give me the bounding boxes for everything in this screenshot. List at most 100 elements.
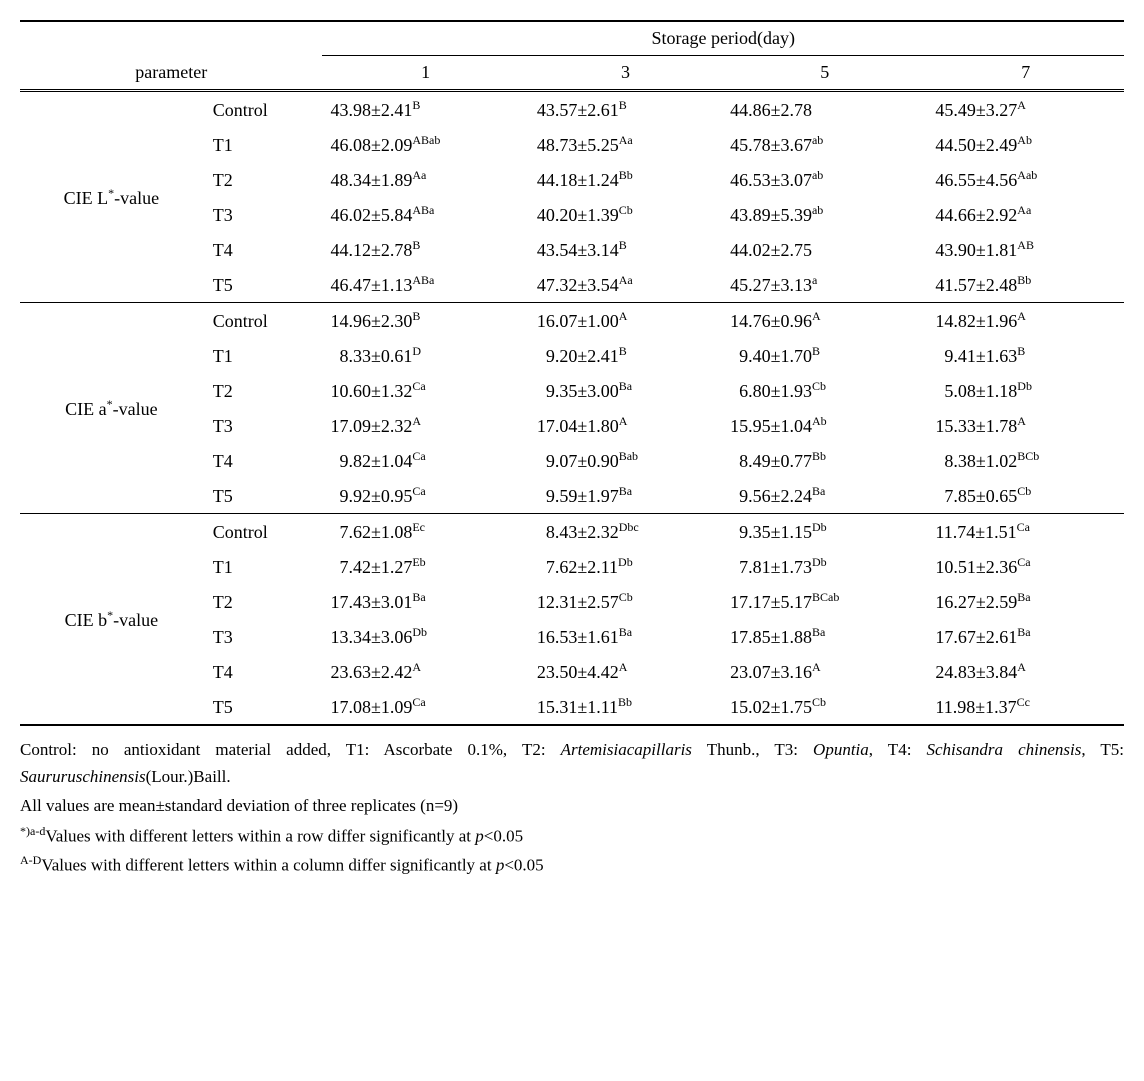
value-cell: 17.04±1.80A [529, 408, 722, 443]
value-cell: 16.07±1.00A [529, 303, 722, 339]
value-cell: 40.20±1.39Cb [529, 197, 722, 232]
value-cell: 47.32±3.54Aa [529, 267, 722, 303]
value-cell: 9.41±1.63B [927, 338, 1124, 373]
value-cell: 15.31±1.11Bb [529, 689, 722, 725]
value-cell: 43.54±3.14B [529, 232, 722, 267]
table-row: CIE b*-valueControl 7.62±1.08Ec 8.43±2.3… [20, 514, 1124, 550]
value-cell: 17.09±2.32A [322, 408, 528, 443]
treatment-cell: T3 [203, 408, 323, 443]
value-cell: 44.18±1.24Bb [529, 162, 722, 197]
value-cell: 13.34±3.06Db [322, 619, 528, 654]
day-header: 5 [722, 56, 927, 91]
value-cell: 41.57±2.48Bb [927, 267, 1124, 303]
value-cell: 9.92±0.95Ca [322, 478, 528, 514]
value-cell: 15.95±1.04Ab [722, 408, 927, 443]
value-cell: 12.31±2.57Cb [529, 584, 722, 619]
value-cell: 43.90±1.81AB [927, 232, 1124, 267]
value-cell: 46.02±5.84ABa [322, 197, 528, 232]
value-cell: 44.02±2.75 [722, 232, 927, 267]
value-cell: 43.98±2.41B [322, 91, 528, 128]
value-cell: 9.82±1.04Ca [322, 443, 528, 478]
value-cell: 7.85±0.65Cb [927, 478, 1124, 514]
value-cell: 17.08±1.09Ca [322, 689, 528, 725]
parameter-label: CIE b*-value [20, 514, 203, 726]
parameter-label: CIE a*-value [20, 303, 203, 514]
value-cell: 46.08±2.09ABab [322, 127, 528, 162]
value-cell: 24.83±3.84A [927, 654, 1124, 689]
value-cell: 9.20±2.41B [529, 338, 722, 373]
value-cell: 8.43±2.32Dbc [529, 514, 722, 550]
value-cell: 10.51±2.36Ca [927, 549, 1124, 584]
value-cell: 17.85±1.88Ba [722, 619, 927, 654]
treatment-cell: Control [203, 514, 323, 550]
value-cell: 48.73±5.25Aa [529, 127, 722, 162]
value-cell: 7.42±1.27Eb [322, 549, 528, 584]
treatment-cell: T2 [203, 584, 323, 619]
footnote-row-significance: *)a-dValues with different letters withi… [20, 822, 1124, 850]
value-cell: 7.62±2.11Db [529, 549, 722, 584]
footnote-replicates: All values are mean±standard deviation o… [20, 792, 1124, 819]
value-cell: 15.02±1.75Cb [722, 689, 927, 725]
storage-period-header: Storage period(day) [322, 21, 1124, 56]
value-cell: 17.43±3.01Ba [322, 584, 528, 619]
day-header: 3 [529, 56, 722, 91]
footnote-column-significance: A-DValues with different letters within … [20, 851, 1124, 879]
value-cell: 10.60±1.32Ca [322, 373, 528, 408]
treatment-cell: T1 [203, 338, 323, 373]
day-header: 1 [322, 56, 528, 91]
value-cell: 23.07±3.16A [722, 654, 927, 689]
footnote-treatments: Control: no antioxidant material added, … [20, 736, 1124, 790]
day-header: 7 [927, 56, 1124, 91]
value-cell: 9.40±1.70B [722, 338, 927, 373]
value-cell: 14.82±1.96A [927, 303, 1124, 339]
value-cell: 11.98±1.37Cc [927, 689, 1124, 725]
treatment-cell: T1 [203, 549, 323, 584]
value-cell: 44.12±2.78B [322, 232, 528, 267]
treatment-cell: Control [203, 91, 323, 128]
value-cell: 43.57±2.61B [529, 91, 722, 128]
parameter-label: CIE L*-value [20, 91, 203, 303]
treatment-cell: T2 [203, 373, 323, 408]
table-row: CIE a*-valueControl14.96±2.30B16.07±1.00… [20, 303, 1124, 339]
value-cell: 9.07±0.90Bab [529, 443, 722, 478]
data-table: parameter Storage period(day) 1 3 5 7 CI… [20, 20, 1124, 726]
value-cell: 17.17±5.17BCab [722, 584, 927, 619]
table-row: CIE L*-valueControl43.98±2.41B43.57±2.61… [20, 91, 1124, 128]
value-cell: 43.89±5.39ab [722, 197, 927, 232]
value-cell: 14.76±0.96A [722, 303, 927, 339]
value-cell: 16.27±2.59Ba [927, 584, 1124, 619]
value-cell: 8.38±1.02BCb [927, 443, 1124, 478]
value-cell: 9.35±1.15Db [722, 514, 927, 550]
value-cell: 15.33±1.78A [927, 408, 1124, 443]
value-cell: 44.50±2.49Ab [927, 127, 1124, 162]
value-cell: 46.55±4.56Aab [927, 162, 1124, 197]
parameter-header: parameter [20, 21, 322, 91]
value-cell: 14.96±2.30B [322, 303, 528, 339]
value-cell: 9.59±1.97Ba [529, 478, 722, 514]
treatment-cell: T3 [203, 619, 323, 654]
treatment-cell: Control [203, 303, 323, 339]
value-cell: 9.56±2.24Ba [722, 478, 927, 514]
value-cell: 8.49±0.77Bb [722, 443, 927, 478]
treatment-cell: T3 [203, 197, 323, 232]
value-cell: 7.81±1.73Db [722, 549, 927, 584]
treatment-cell: T5 [203, 478, 323, 514]
treatment-cell: T2 [203, 162, 323, 197]
value-cell: 46.53±3.07ab [722, 162, 927, 197]
value-cell: 11.74±1.51Ca [927, 514, 1124, 550]
value-cell: 8.33±0.61D [322, 338, 528, 373]
value-cell: 7.62±1.08Ec [322, 514, 528, 550]
treatment-cell: T4 [203, 232, 323, 267]
value-cell: 23.50±4.42A [529, 654, 722, 689]
value-cell: 23.63±2.42A [322, 654, 528, 689]
value-cell: 6.80±1.93Cb [722, 373, 927, 408]
value-cell: 44.66±2.92Aa [927, 197, 1124, 232]
value-cell: 5.08±1.18Db [927, 373, 1124, 408]
value-cell: 16.53±1.61Ba [529, 619, 722, 654]
treatment-cell: T4 [203, 654, 323, 689]
value-cell: 48.34±1.89Aa [322, 162, 528, 197]
value-cell: 45.27±3.13a [722, 267, 927, 303]
value-cell: 45.49±3.27A [927, 91, 1124, 128]
value-cell: 45.78±3.67ab [722, 127, 927, 162]
treatment-cell: T5 [203, 689, 323, 725]
